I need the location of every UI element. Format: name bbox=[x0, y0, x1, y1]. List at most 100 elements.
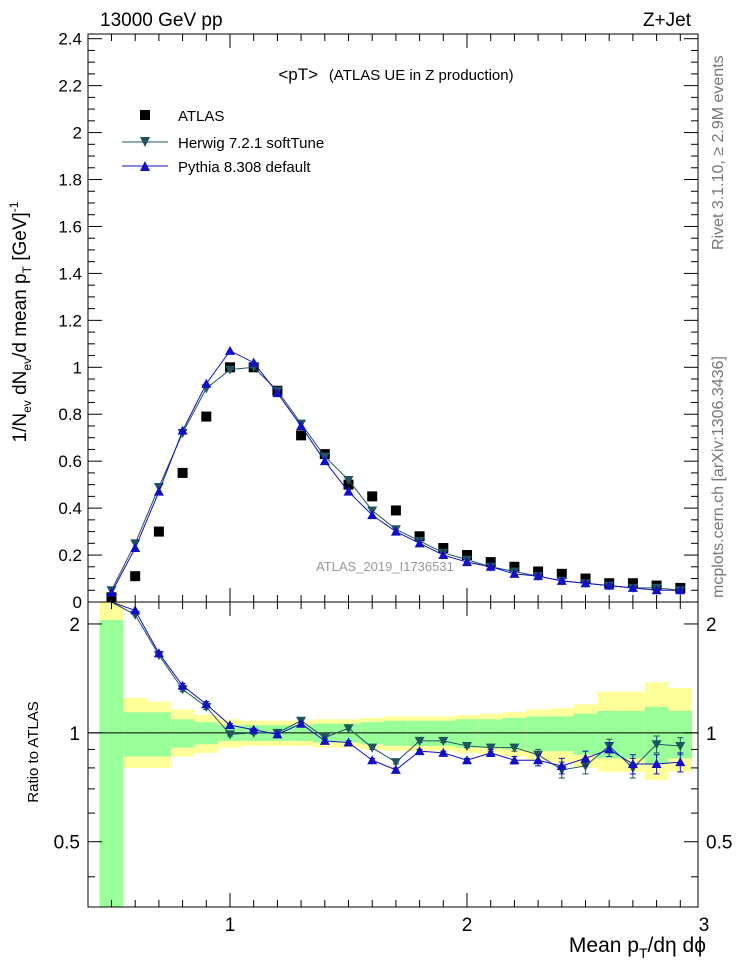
main-point-2 bbox=[533, 571, 544, 581]
ratio-point-1 bbox=[651, 759, 662, 769]
x-axis-label-part: /dη dϕ bbox=[648, 934, 706, 957]
ratio-band-green bbox=[621, 710, 645, 759]
ratio-point-0 bbox=[414, 736, 425, 746]
main-point-2 bbox=[675, 585, 686, 595]
main-y-axis-label-part: /d mean p bbox=[10, 273, 31, 358]
ratio-point-0 bbox=[343, 724, 354, 734]
ratio-uncertainty-bands bbox=[88, 602, 698, 907]
main-point-2 bbox=[343, 486, 354, 496]
ratio-point-1 bbox=[367, 755, 378, 765]
main-point-atlas bbox=[201, 411, 212, 422]
analysis-id-label: ATLAS_2019_I1736531 bbox=[316, 559, 454, 574]
ratio-band-green bbox=[597, 710, 622, 759]
main-point-2 bbox=[153, 486, 164, 496]
main-point-2 bbox=[390, 526, 401, 536]
main-point-2 bbox=[248, 357, 259, 367]
panel-title-sub: (ATLAS UE in Z production) bbox=[329, 67, 514, 84]
ratio-band-green bbox=[99, 620, 124, 907]
main-point-1 bbox=[343, 475, 354, 485]
main-point-2 bbox=[177, 425, 188, 435]
ratio-point-0 bbox=[438, 736, 449, 746]
ratio-ytick-label-right: 0.5 bbox=[706, 833, 732, 854]
main-point-atlas bbox=[556, 568, 567, 579]
main-y-axis-label-part: T bbox=[20, 265, 34, 273]
main-ytick-label: 2.4 bbox=[58, 30, 82, 49]
main-point-2 bbox=[627, 582, 638, 592]
main-point-atlas bbox=[153, 526, 164, 537]
ratio-series-layer bbox=[111, 601, 686, 779]
main-point-2 bbox=[201, 378, 212, 388]
main-point-2 bbox=[604, 580, 615, 590]
main-point-2 bbox=[438, 550, 449, 560]
main-point-atlas bbox=[390, 505, 401, 516]
ratio-point-0 bbox=[651, 740, 662, 750]
header-energy-label: 13000 GeV pp bbox=[100, 10, 223, 31]
ratio-point-1 bbox=[485, 747, 496, 757]
header-process-label: Z+Jet bbox=[643, 10, 692, 31]
main-point-atlas bbox=[438, 543, 449, 554]
ratio-point-1 bbox=[390, 764, 401, 774]
main-line-1 bbox=[111, 366, 681, 591]
axes-layer: 0 0.2 0.4 0.6 0.8 1 1.2 1.4 1.6 1.8 2 2.2 2.4 1 2 3 0.5 0… bbox=[54, 30, 733, 936]
main-ytick-label: 1 bbox=[73, 358, 82, 377]
main-point-2 bbox=[414, 538, 425, 548]
main-point-2 bbox=[106, 587, 117, 597]
main-ytick-label: 0.4 bbox=[58, 499, 82, 518]
legend: ATLAS Herwig 7.2.1 softTune Pythia 8.308… bbox=[122, 108, 324, 176]
ratio-band-green bbox=[407, 720, 432, 746]
panel-title: <pT> (ATLAS UE in Z production) bbox=[278, 65, 513, 84]
ratio-ytick-label: 1 bbox=[69, 724, 80, 745]
main-y-axis-label-part: -1 bbox=[7, 201, 21, 212]
ratio-point-1 bbox=[414, 746, 425, 756]
main-point-2 bbox=[130, 543, 141, 553]
main-y-axis-label-part: ev bbox=[20, 400, 34, 413]
ratio-point-0 bbox=[367, 743, 378, 753]
mcplots-reference-label: mcplots.cern.ch [arXiv:1306.3436] bbox=[710, 356, 727, 598]
main-point-2 bbox=[509, 568, 520, 578]
main-ytick-label: 2.2 bbox=[58, 77, 82, 96]
ratio-point-1 bbox=[343, 737, 354, 747]
main-point-atlas bbox=[177, 467, 188, 478]
ratio-y-axis-label: Ratio to ATLAS bbox=[25, 701, 42, 802]
main-point-atlas bbox=[367, 491, 378, 502]
ratio-point-0 bbox=[225, 730, 235, 740]
legend-label-herwig: Herwig 7.2.1 softTune bbox=[178, 135, 324, 152]
main-point-atlas bbox=[509, 561, 520, 572]
ratio-band-green bbox=[549, 716, 574, 752]
main-point-atlas bbox=[296, 430, 307, 441]
xtick-label: 1 bbox=[225, 915, 236, 936]
main-point-2 bbox=[556, 575, 567, 585]
main-series-layer bbox=[106, 345, 686, 603]
ratio-band-green bbox=[147, 712, 171, 757]
main-point-2 bbox=[651, 585, 662, 595]
main-ytick-label: 1.6 bbox=[58, 217, 82, 236]
ratio-point-1 bbox=[130, 605, 141, 615]
ratio-ytick-label: 2 bbox=[69, 615, 80, 636]
main-y-axis-label: 1/Nev dNev/d mean pT [GeV]-1 bbox=[7, 201, 34, 442]
ratio-band-green bbox=[431, 720, 456, 746]
main-ytick-label: 0.6 bbox=[58, 452, 82, 471]
main-ytick-label: 1.8 bbox=[58, 171, 82, 190]
main-ytick-label: 0 bbox=[73, 593, 82, 612]
ratio-point-0 bbox=[509, 743, 520, 753]
ratio-band-green bbox=[384, 720, 408, 746]
ratio-point-1 bbox=[201, 699, 212, 709]
main-y-axis-label-part: 1/N bbox=[10, 413, 31, 443]
ratio-ytick-label-right: 1 bbox=[706, 724, 717, 745]
ratio-band-green bbox=[455, 719, 479, 748]
legend-label-pythia: Pythia 8.308 default bbox=[178, 159, 311, 176]
legend-marker-atlas bbox=[140, 110, 150, 120]
main-ytick-label: 0.2 bbox=[58, 546, 82, 565]
main-point-2 bbox=[225, 345, 235, 355]
ratio-point-1 bbox=[509, 755, 520, 765]
legend-marker-herwig bbox=[140, 137, 150, 147]
xtick-label: 3 bbox=[699, 915, 710, 936]
ratio-band-green bbox=[478, 719, 503, 748]
ratio-point-1 bbox=[627, 759, 638, 769]
xtick-label: 2 bbox=[462, 915, 473, 936]
ratio-ytick-label: 0.5 bbox=[54, 833, 80, 854]
main-line-2 bbox=[111, 350, 681, 593]
ratio-band-green bbox=[123, 712, 148, 757]
rivet-version-label: Rivet 3.1.10, ≥ 2.9M events bbox=[710, 55, 727, 250]
main-point-atlas bbox=[462, 550, 472, 561]
